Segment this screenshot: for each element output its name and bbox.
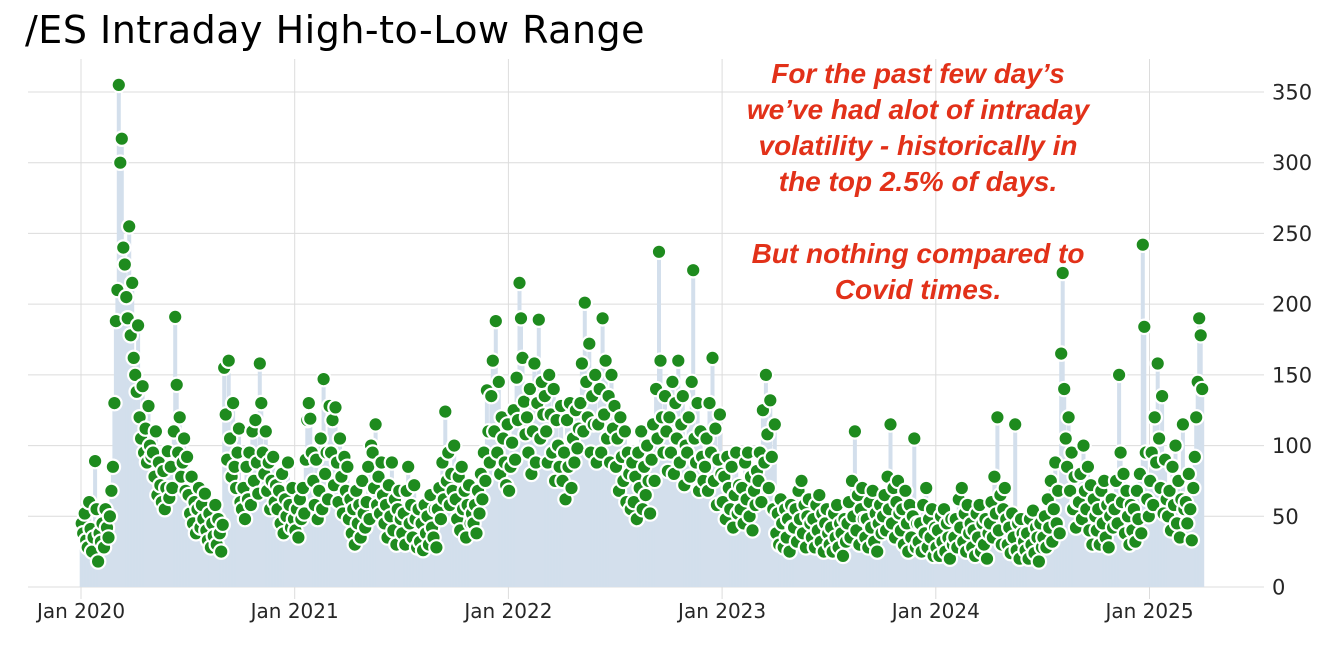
svg-text:Jan 2020: Jan 2020: [35, 599, 125, 623]
svg-text:100: 100: [1272, 434, 1312, 458]
svg-text:Jan 2022: Jan 2022: [462, 599, 552, 623]
svg-text:250: 250: [1272, 222, 1312, 246]
svg-text:150: 150: [1272, 363, 1312, 387]
annotation-line: volatility - historically in: [758, 130, 1078, 161]
annotation-note: For the past few day’s we’ve had alot of…: [690, 56, 1146, 308]
annotation-line: we’ve had alot of intraday: [746, 94, 1090, 125]
svg-text:350: 350: [1272, 81, 1312, 105]
annotation-line: the top 2.5% of days.: [778, 166, 1058, 197]
annotation-line: For the past few day’s: [771, 58, 1065, 89]
annotation-line: But nothing compared to: [751, 238, 1085, 269]
annotation-gap: [690, 200, 1146, 236]
svg-text:50: 50: [1272, 505, 1299, 529]
svg-text:Jan 2024: Jan 2024: [890, 599, 980, 623]
svg-text:Jan 2023: Jan 2023: [676, 599, 766, 623]
svg-text:300: 300: [1272, 151, 1312, 175]
svg-text:0: 0: [1272, 576, 1285, 600]
annotation-line: Covid times.: [834, 274, 1002, 305]
svg-text:Jan 2025: Jan 2025: [1103, 599, 1193, 623]
svg-text:200: 200: [1272, 293, 1312, 317]
svg-text:Jan 2021: Jan 2021: [249, 599, 339, 623]
chart-title: /ES Intraday High-to-Low Range: [25, 8, 646, 52]
